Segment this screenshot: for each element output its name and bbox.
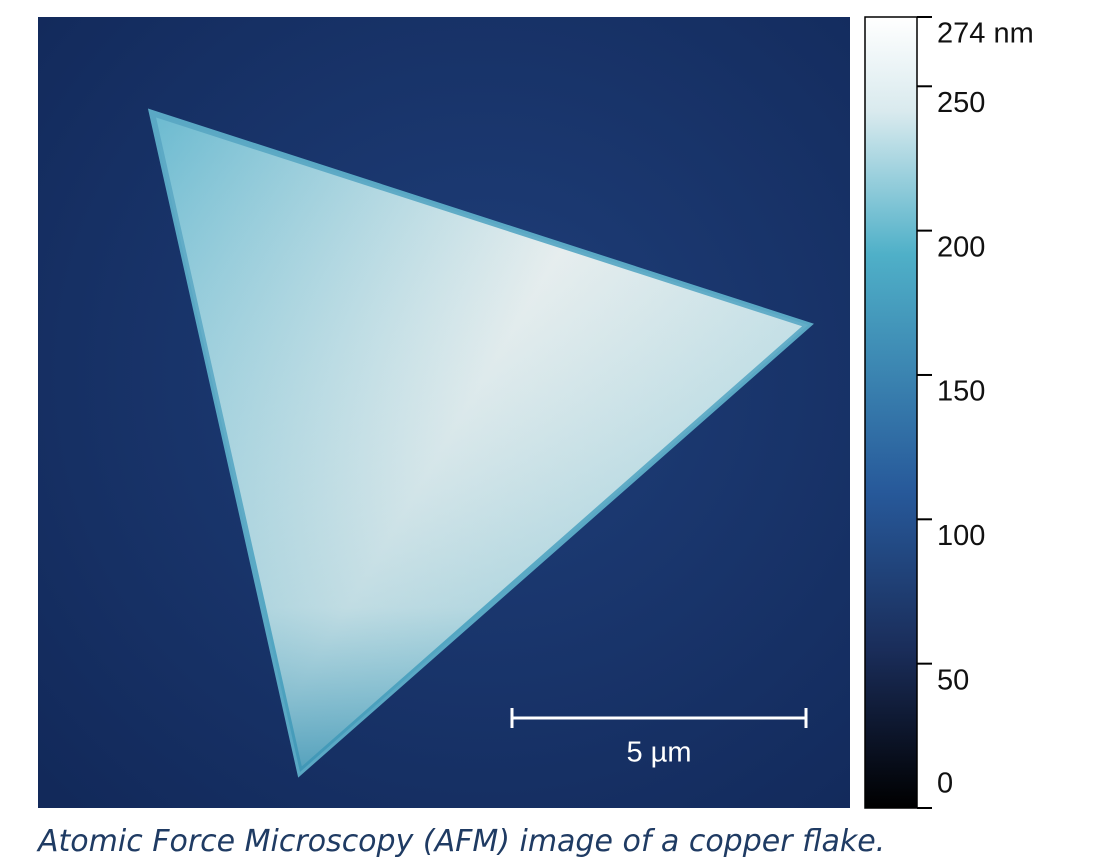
colorbar-ticks: 0 50 100 150 200 250 274 nm <box>917 17 1034 808</box>
tick-label: 200 <box>937 231 985 263</box>
tick-label: 50 <box>937 664 969 696</box>
page: 5 µm 0 50 100 150 200 250 274 nm Atomic Force … <box>0 0 1100 867</box>
tick-label: 0 <box>937 768 953 800</box>
tick-label: 250 <box>937 87 985 119</box>
figure: 5 µm 0 50 100 150 200 250 274 nm <box>0 0 1100 820</box>
tick-label: 274 nm <box>937 18 1034 50</box>
tick-label: 150 <box>937 376 985 408</box>
caption: Atomic Force Microscopy (AFM) image of a… <box>38 824 885 859</box>
scale-bar-label: 5 µm <box>626 737 691 769</box>
colorbar <box>865 17 917 808</box>
tick-label: 100 <box>937 520 985 552</box>
afm-image: 5 µm <box>38 17 850 808</box>
